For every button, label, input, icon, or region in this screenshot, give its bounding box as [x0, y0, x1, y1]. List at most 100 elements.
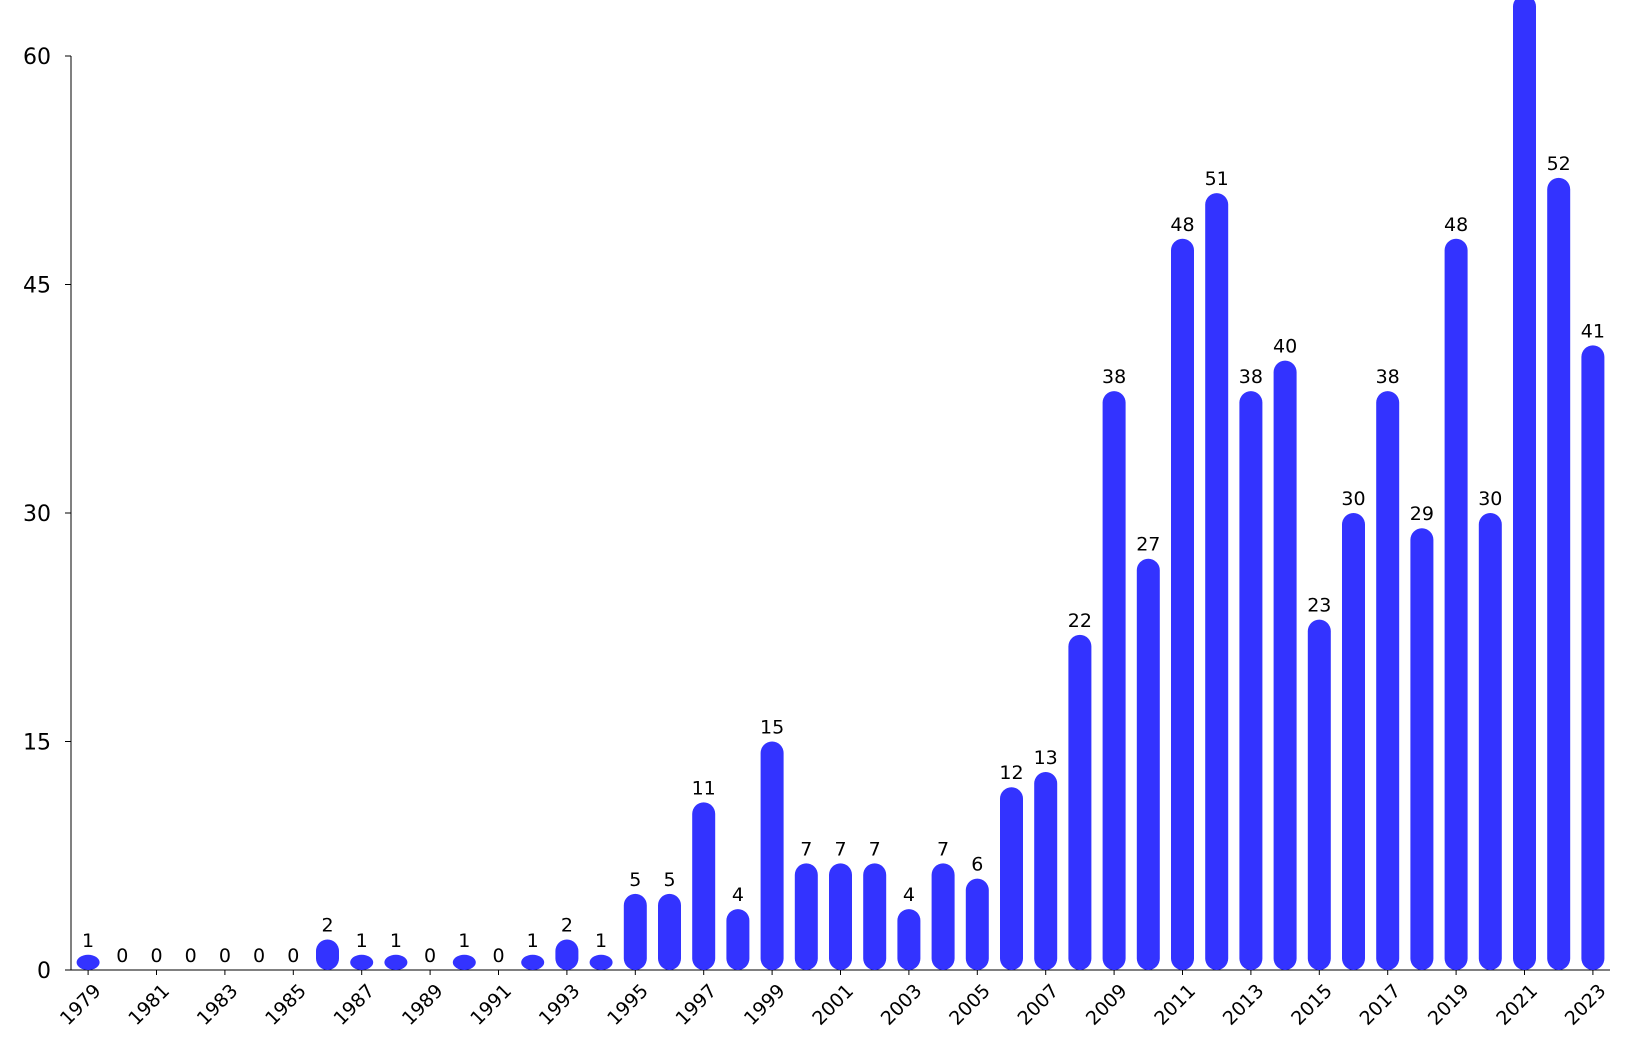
value-label-1985: 0 [287, 945, 299, 967]
bar-2009 [1102, 391, 1126, 971]
bar-2013 [1239, 391, 1263, 971]
x-tick-label: 2003 [877, 980, 927, 1030]
value-label-2004: 7 [937, 838, 949, 860]
x-tick-label: 1989 [398, 980, 448, 1030]
value-label-2009: 38 [1102, 366, 1126, 388]
x-axis-ticks: 1979 1981 1983 1985 1987 1989 1991 1993 1995 1997… [56, 970, 1610, 1030]
value-label-1981: 0 [150, 945, 162, 967]
bar-2020 [1478, 513, 1502, 970]
value-label-2012: 51 [1205, 168, 1229, 190]
value-label-1990: 1 [458, 930, 470, 952]
bar-1990 [452, 954, 476, 971]
bar-1986 [316, 939, 339, 970]
value-label-1997: 11 [692, 777, 716, 799]
bar-2015 [1307, 619, 1331, 970]
bar-2000 [794, 863, 818, 970]
x-tick-label: 1985 [261, 980, 311, 1030]
bar-1998 [726, 909, 750, 970]
value-label-1993: 2 [561, 915, 573, 937]
bar-2004 [931, 863, 955, 970]
bar-1997 [692, 802, 716, 970]
value-label-1994: 1 [595, 930, 607, 952]
value-label-1998: 4 [732, 884, 744, 906]
value-label-2002: 7 [869, 838, 881, 860]
bar-2007 [1034, 771, 1058, 970]
value-label-1982: 0 [185, 945, 197, 967]
y-tick-label: 60 [23, 45, 51, 70]
value-label-2010: 27 [1136, 534, 1160, 556]
x-tick-label: 1991 [466, 980, 516, 1030]
y-axis-ticks: 0 15 30 45 60 [23, 45, 71, 984]
bar-2011 [1171, 238, 1194, 970]
x-tick-label: 1981 [124, 980, 174, 1030]
value-label-2018: 29 [1410, 503, 1434, 525]
bar-1992 [521, 954, 545, 971]
y-tick-label: 0 [37, 959, 51, 984]
x-tick-label: 2007 [1013, 980, 1063, 1030]
bar-2002 [863, 863, 887, 970]
bar-2006 [1000, 787, 1023, 970]
bar-1987 [350, 954, 374, 971]
value-label-1983: 0 [219, 945, 231, 967]
bar-1995 [623, 893, 647, 970]
value-label-2023: 41 [1581, 320, 1605, 342]
value-label-2005: 6 [971, 854, 983, 876]
bars [76, 0, 1605, 971]
bar-2005 [965, 878, 989, 970]
bar-2003 [897, 909, 921, 970]
x-tick-label: 1987 [329, 980, 379, 1030]
x-tick-label: 1997 [671, 980, 721, 1030]
value-label-2022: 52 [1547, 153, 1571, 175]
value-label-1995: 5 [629, 869, 641, 891]
bar-1988 [384, 954, 408, 971]
bar-2010 [1136, 558, 1160, 970]
bar-1979 [76, 954, 100, 971]
value-label-2017: 38 [1376, 366, 1400, 388]
x-tick-label: 2017 [1355, 980, 1405, 1030]
value-label-2019: 48 [1444, 214, 1468, 236]
value-label-2000: 7 [800, 838, 812, 860]
bar-2008 [1068, 634, 1092, 970]
x-tick-label: 1993 [535, 980, 585, 1030]
value-label-2016: 30 [1341, 488, 1365, 510]
value-label-2006: 12 [999, 762, 1023, 784]
bar-2018 [1410, 528, 1434, 970]
x-tick-label: 2019 [1424, 980, 1474, 1030]
y-tick-label: 30 [23, 502, 51, 527]
bar-1993 [555, 939, 579, 970]
bar-1999 [760, 741, 784, 970]
bar-1996 [658, 893, 681, 970]
bar-2014 [1273, 360, 1297, 970]
bar-2001 [829, 863, 852, 970]
value-label-2014: 40 [1273, 336, 1297, 358]
value-label-1989: 0 [424, 945, 436, 967]
value-label-1992: 1 [527, 930, 539, 952]
bar-2023 [1581, 345, 1605, 970]
x-tick-label: 2011 [1150, 980, 1200, 1030]
x-tick-label: 2021 [1492, 980, 1542, 1030]
x-tick-label: 1995 [603, 980, 653, 1030]
x-tick-label: 2015 [1287, 980, 1337, 1030]
value-label-2003: 4 [903, 884, 915, 906]
value-label-1987: 1 [356, 930, 368, 952]
value-label-1988: 1 [390, 930, 402, 952]
bar-2022 [1547, 177, 1571, 970]
x-tick-label: 2005 [945, 980, 995, 1030]
x-tick-label: 1979 [56, 980, 106, 1030]
value-label-1980: 0 [116, 945, 128, 967]
value-label-2001: 7 [834, 838, 846, 860]
value-label-2007: 13 [1034, 747, 1058, 769]
value-label-2015: 23 [1307, 595, 1331, 617]
x-tick-label: 2001 [808, 980, 858, 1030]
bar-2017 [1376, 391, 1400, 971]
value-label-2011: 48 [1170, 214, 1194, 236]
bar-1994 [589, 954, 613, 971]
x-tick-label: 1999 [740, 980, 790, 1030]
value-label-1999: 15 [760, 717, 784, 739]
value-label-2008: 22 [1068, 610, 1092, 632]
y-tick-label: 45 [23, 274, 51, 299]
bar-2012 [1205, 193, 1229, 971]
